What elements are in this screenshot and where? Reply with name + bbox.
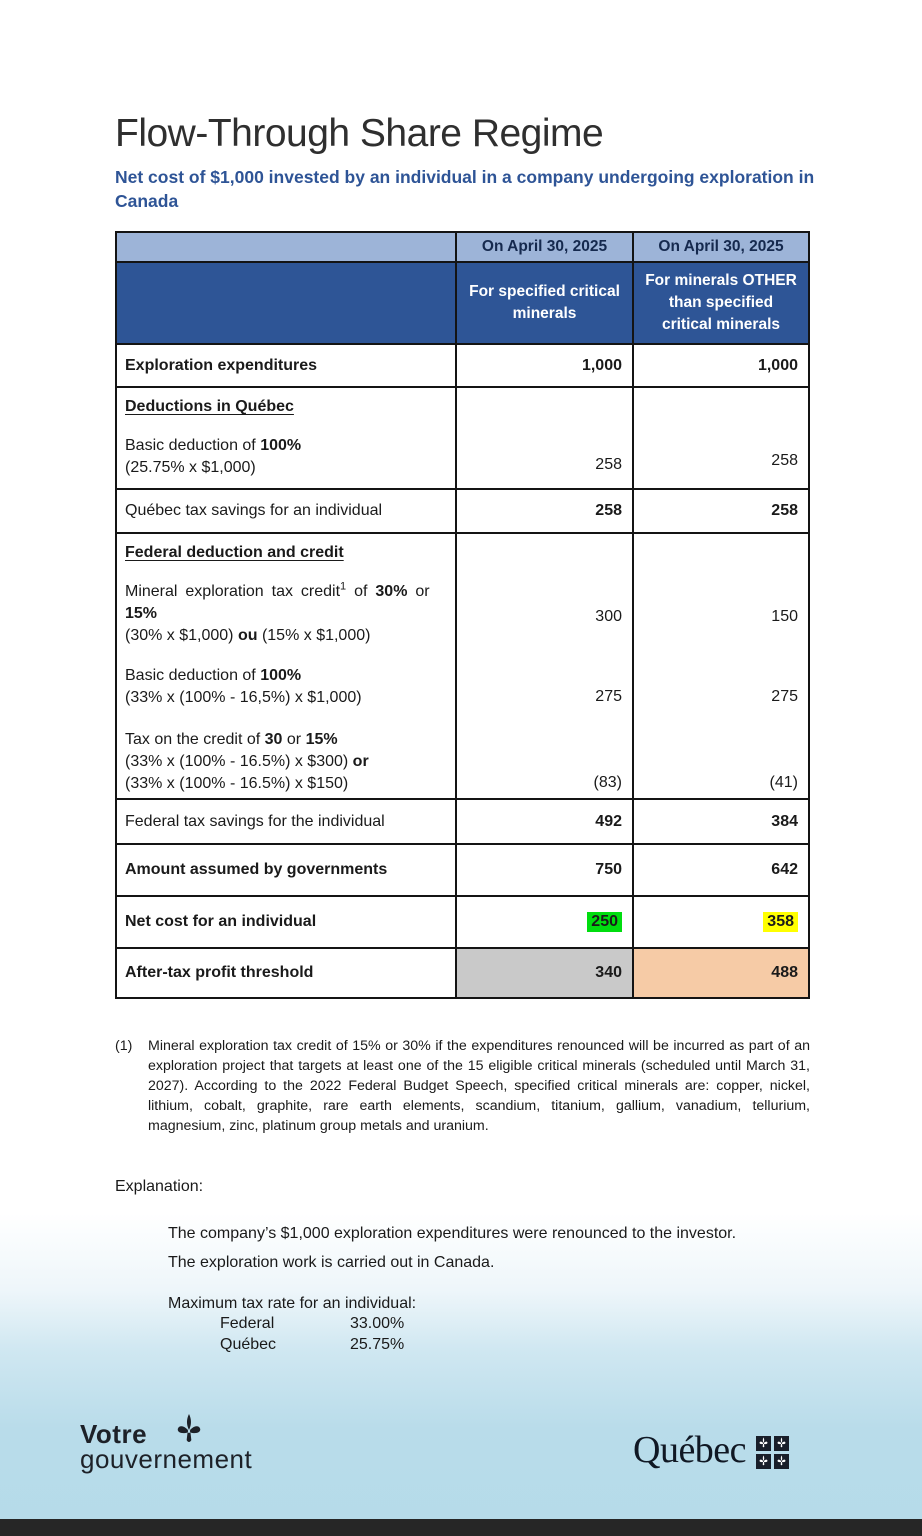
metc-formula-a: (30% x $1,000) [125, 627, 238, 644]
tax-on-credit-15: 15% [305, 731, 338, 748]
footnote-marker: (1) [115, 1038, 133, 1054]
basic-value-specified: 275 [595, 688, 622, 705]
after-tax-value-other: 488 [771, 964, 798, 981]
quebec-wordmark: Québec [633, 1429, 747, 1471]
section-heading-federal-deduction: Federal deduction and credit [125, 544, 344, 561]
value-specified: 750 [595, 861, 622, 878]
bottom-dark-bar [0, 1519, 922, 1536]
metc-formula-c: (15% x $1,000) [257, 627, 371, 644]
tax-rate-row-federal: Federal 33.00% [220, 1315, 404, 1333]
metc-rate-15: 15% [125, 605, 158, 622]
row-net-cost: Net cost for an individual 250 358 [117, 895, 808, 947]
tax-on-credit-30: 30 [264, 731, 283, 748]
quebec-basic-deduction-text: Basic deduction of [125, 437, 261, 454]
quebec-basic-deduction-pct: 100% [260, 437, 302, 454]
column-header-other-minerals: For minerals OTHER than specified critic… [645, 272, 797, 333]
explanation-line-2: The exploration work is carried out in C… [168, 1254, 495, 1271]
metc-rate-30: 30% [375, 583, 408, 600]
quebec-basic-deduction-formula: (25.75% x $1,000) [125, 459, 256, 476]
federal-basic-deduction-formula: (33% x (100% - 16,5%) x $1,000) [125, 689, 362, 706]
metc-formula-ou: ou [237, 627, 258, 644]
net-cost-other-highlighted: 358 [763, 912, 798, 932]
quebec-logo: Québec [633, 1428, 790, 1472]
table-header-column-row: For specified critical minerals For mine… [117, 261, 808, 343]
value-specified: 258 [595, 456, 622, 473]
header-date-specified: On April 30, 2025 [457, 233, 634, 261]
value-specified: 492 [595, 812, 622, 830]
tax-rate-label: Federal [220, 1315, 275, 1332]
flow-through-table: On April 30, 2025 On April 30, 2025 For … [115, 231, 810, 999]
row-federal-deduction-block: Federal deduction and credit Mineral exp… [117, 532, 808, 798]
max-tax-rate-heading: Maximum tax rate for an individual: [168, 1295, 417, 1312]
metc-or: or [407, 583, 430, 600]
metc-of: of [346, 583, 376, 600]
row-exploration-expenditures: Exploration expenditures 1,000 1,000 [117, 343, 808, 386]
row-label: Exploration expenditures [125, 356, 318, 374]
metc-value-other: 150 [771, 608, 798, 625]
federal-basic-deduction-pct: 100% [260, 667, 302, 684]
header-date-other: On April 30, 2025 [658, 238, 784, 255]
column-header-specified-minerals: For specified critical minerals [457, 263, 634, 343]
explanation-heading: Explanation: [115, 1178, 204, 1195]
metc-text: Mineral exploration tax credit [125, 583, 341, 600]
logo-text-gouvernement: gouvernement [80, 1444, 253, 1474]
value-other: 1,000 [757, 356, 798, 374]
tax-on-credit-text: Tax on the credit of [125, 731, 265, 748]
tax-on-credit-or: or [282, 731, 306, 748]
page-subtitle: Net cost of $1,000 invested by an indivi… [115, 167, 815, 211]
footnote-1: (1) Mineral exploration tax credit of 15… [115, 1036, 810, 1136]
row-quebec-deductions-block: Deductions in Québec Basic deduction of … [117, 386, 808, 488]
row-federal-tax-savings: Federal tax savings for the individual 4… [117, 798, 808, 843]
row-label: Amount assumed by governments [125, 861, 388, 878]
header-empty-cell-2 [117, 263, 457, 343]
explanation-line-1: The company’s $1,000 exploration expendi… [168, 1225, 737, 1242]
tax-credit-formula-1: (33% x (100% - 16.5%) x $300) [125, 753, 353, 770]
tax-rate-value: 33.00% [350, 1315, 405, 1332]
section-heading-quebec-deductions: Deductions in Québec [125, 398, 294, 415]
value-other: 258 [771, 452, 798, 469]
tax-credit-value-other: (41) [769, 774, 798, 791]
tax-rate-value: 25.75% [350, 1336, 405, 1353]
row-label: Québec tax savings for an individual [125, 502, 383, 519]
row-label: Net cost for an individual [125, 913, 317, 930]
fleur-de-lis-icon [176, 1414, 202, 1446]
footnote-reference: 1 [340, 580, 347, 593]
row-after-tax-profit-threshold: After-tax profit threshold 340 488 [117, 947, 808, 997]
net-cost-specified-highlighted: 250 [587, 912, 622, 932]
value-other: 384 [771, 812, 798, 830]
quebec-flag-icon [756, 1435, 790, 1469]
row-amount-assumed-by-governments: Amount assumed by governments 750 642 [117, 843, 808, 895]
value-other: 642 [771, 861, 798, 878]
votre-gouvernement-logo: Votre gouvernement [80, 1414, 253, 1474]
header-empty-cell [117, 233, 457, 261]
metc-value-specified: 300 [595, 608, 622, 625]
tax-credit-formula-or: or [352, 753, 369, 770]
row-label: After-tax profit threshold [125, 964, 314, 981]
page-title: Flow-Through Share Regime [115, 112, 604, 155]
tax-rate-row-quebec: Québec 25.75% [220, 1336, 404, 1354]
value-specified: 258 [595, 502, 622, 519]
federal-basic-deduction-text: Basic deduction of [125, 667, 261, 684]
row-label: Federal tax savings for the individual [125, 812, 385, 830]
value-specified: 1,000 [581, 356, 622, 374]
row-quebec-tax-savings: Québec tax savings for an individual 258… [117, 488, 808, 532]
footnote-text: Mineral exploration tax credit of 15% or… [148, 1038, 810, 1134]
table-header-date-row: On April 30, 2025 On April 30, 2025 [117, 233, 808, 261]
tax-credit-formula-2: (33% x (100% - 16.5%) x $150) [125, 775, 349, 792]
tax-rate-label: Québec [220, 1336, 277, 1353]
logo-text-votre: Votre [80, 1419, 148, 1449]
after-tax-value-specified: 340 [595, 964, 622, 981]
basic-value-other: 275 [771, 688, 798, 705]
tax-credit-value-specified: (83) [593, 774, 622, 791]
value-other: 258 [771, 502, 798, 519]
